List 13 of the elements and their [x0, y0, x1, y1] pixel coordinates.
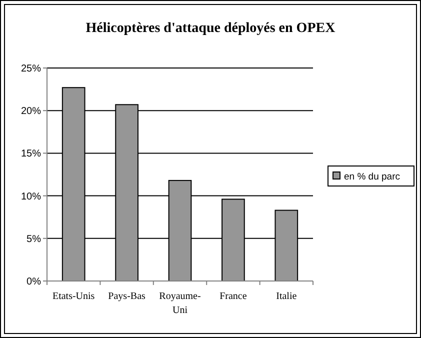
y-tick-label: 0%: [26, 276, 42, 288]
y-tick-label: 5%: [26, 234, 42, 245]
x-tick-label: Italie: [276, 291, 298, 302]
y-tick-label: 20%: [20, 106, 42, 118]
y-tick-label: 15%: [20, 148, 42, 160]
x-tick-label: Etats-Unis: [52, 291, 95, 302]
y-tick-label: 10%: [20, 191, 42, 202]
y-tick-label: 25%: [20, 64, 42, 74]
legend-label: en % du parc: [344, 171, 400, 182]
x-tick-label: Royaume-Uni: [159, 291, 201, 316]
x-tick-label: France: [220, 291, 248, 302]
x-tick-label: Pays-Bas: [108, 291, 146, 302]
chart-title: Hélicoptères d'attaque déployés en OPEX: [86, 21, 336, 36]
